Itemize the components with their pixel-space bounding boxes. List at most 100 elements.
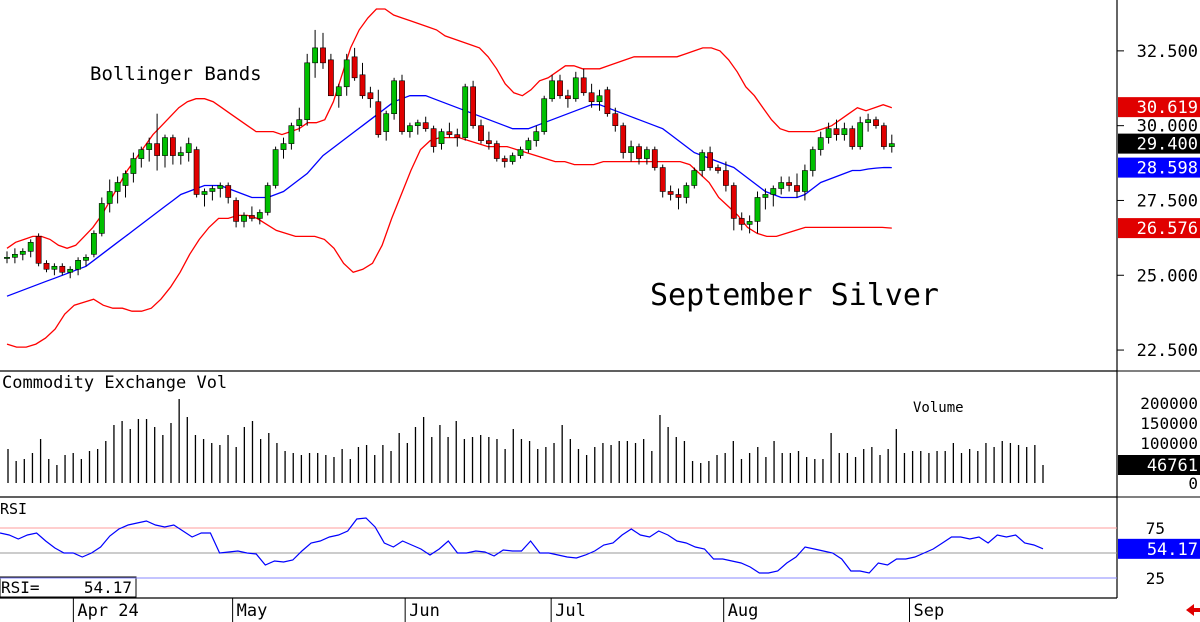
volume-bars (7, 399, 1044, 483)
candle-body (857, 122, 864, 147)
candle-body (493, 143, 500, 159)
volume-last-tag: 46761 (1147, 456, 1198, 476)
candle-body (327, 59, 334, 97)
candle-body (343, 59, 350, 88)
rsi-readout: RSI= 54.17 (0, 576, 137, 598)
candle-body (438, 131, 445, 144)
candle-body (707, 152, 713, 168)
candle-body (335, 86, 342, 97)
candle-body (485, 140, 492, 144)
candle-body (83, 257, 89, 261)
candle-body (256, 212, 263, 219)
candle-body (19, 251, 26, 255)
candle-body (501, 158, 508, 162)
candle-body (383, 113, 390, 132)
candle-body (59, 265, 66, 273)
rsi-last-tag: 54.17 (1147, 540, 1198, 560)
scroll-left-arrow-icon[interactable] (1186, 604, 1200, 616)
candle-body (130, 158, 137, 174)
rsi-tick-label: 75 (1146, 519, 1165, 538)
candle-body (754, 197, 761, 222)
candle-body (817, 137, 824, 150)
bollinger-lower-band (6, 136, 892, 348)
reference-lines (0, 527, 1117, 579)
rsi-last-tag-bg (1118, 538, 1200, 559)
candle-body (106, 191, 113, 204)
candle-body (865, 119, 871, 123)
volume-series-label: Volume (913, 400, 964, 416)
bollinger-middle-band (6, 95, 892, 297)
middle-band-tag-bg (1118, 157, 1200, 178)
candle-body (533, 131, 540, 141)
rsi-readout-label: RSI= (1, 578, 40, 597)
candle-body (288, 125, 295, 144)
candle-body (604, 89, 611, 114)
candle-body (414, 122, 421, 126)
volume-tick-label: 0 (1188, 474, 1198, 493)
candle-body (422, 122, 429, 129)
lower-band-tag-bg (1118, 218, 1200, 239)
candle-body (185, 143, 192, 153)
indicator-label: Bollinger Bands (90, 63, 262, 85)
candle-body (786, 182, 792, 186)
candle-body (170, 137, 176, 156)
candle-body (177, 152, 184, 156)
candle-body (154, 143, 160, 156)
month-label: Aug (728, 601, 759, 621)
candle-body (564, 95, 571, 100)
candle-body (304, 62, 311, 120)
candle-body (12, 254, 18, 258)
candle-body (296, 119, 303, 126)
candle-body (399, 80, 405, 132)
candle-body (659, 167, 666, 192)
candle-body (462, 86, 469, 138)
candle-body (746, 221, 753, 225)
candle-body (146, 143, 153, 150)
candle-body (738, 218, 745, 225)
candle-body (67, 268, 74, 273)
candle-body (43, 262, 50, 270)
candle-body (722, 170, 729, 186)
candle-body (51, 265, 58, 270)
candle-body (849, 128, 856, 147)
candle-body (359, 74, 366, 97)
candle-body (264, 185, 271, 213)
month-label: Jun (409, 601, 440, 621)
rsi-series-line (0, 517, 1044, 574)
candle-body (114, 182, 121, 192)
candle-body (691, 170, 698, 186)
candlesticks (4, 29, 895, 279)
lower-band-tag: 26.576 (1137, 219, 1198, 239)
candle-body (470, 86, 476, 126)
last-price-tag-bg (1118, 133, 1200, 154)
month-label: May (237, 601, 268, 621)
rsi-panel-label: RSI (0, 500, 27, 518)
candle-body (138, 149, 145, 159)
candle-body (683, 185, 690, 198)
chart-title: September Silver (650, 278, 939, 313)
candle-body (549, 80, 555, 100)
price-tick-label: 30.000 (1137, 117, 1198, 137)
volume-panel-label: Commodity Exchange Vol (2, 373, 227, 393)
candle-body (249, 215, 255, 219)
candle-body (667, 191, 674, 195)
price-tick-label: 32.500 (1137, 42, 1198, 62)
candle-body (888, 143, 895, 147)
candle-body (280, 143, 287, 150)
candle-body (730, 185, 737, 219)
candle-body (391, 80, 397, 114)
candle-body (351, 56, 358, 79)
candle-body (430, 128, 437, 147)
candle-body (517, 149, 524, 156)
candle-body (312, 47, 318, 64)
upper-band-tag-bg (1118, 97, 1200, 118)
upper-band-tag: 30.619 (1137, 98, 1198, 118)
candle-body (193, 149, 200, 195)
month-label: Jul (555, 601, 586, 621)
candle-body (217, 185, 224, 189)
candle-body (841, 128, 848, 135)
candle-body (209, 188, 216, 192)
candle-body (541, 98, 548, 132)
candle-body (715, 167, 721, 171)
